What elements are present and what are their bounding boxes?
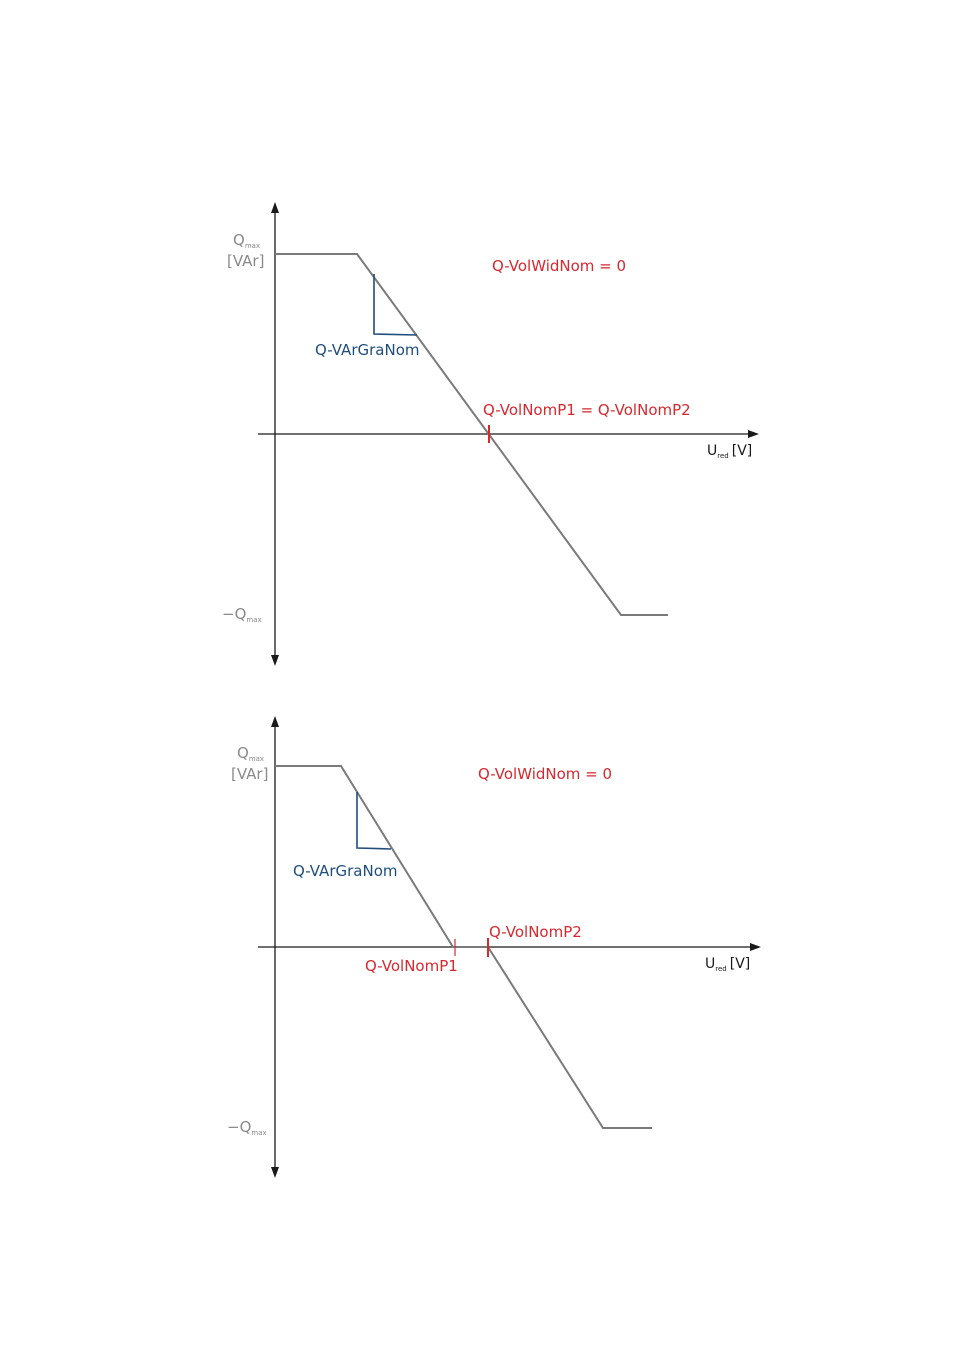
bottom-x-axis-arrow	[750, 943, 761, 951]
top-width-label: Q-VolWidNom = 0	[492, 257, 626, 275]
bottom-x-unit-label: Ured [V]	[705, 956, 750, 973]
diagram-top: Qmax [VAr] −Qmax Ured [V] Q-VolWidNom = 0…	[222, 202, 759, 666]
bottom-y-unit-label: [VAr]	[231, 765, 268, 783]
top-gradient-triangle	[373, 274, 418, 336]
bottom-neg-q-max-label: −Qmax	[227, 1118, 267, 1137]
top-x-unit-label: Ured [V]	[707, 443, 752, 460]
bottom-p1-label: Q-VolNomP1	[365, 957, 458, 975]
top-neg-q-max-label: −Qmax	[222, 605, 262, 624]
top-y-unit-label: [VAr]	[227, 252, 264, 270]
top-y-axis-arrow-up	[271, 202, 279, 213]
top-nominal-label: Q-VolNomP1 = Q-VolNomP2	[483, 401, 691, 419]
bottom-gradient-triangle	[356, 792, 392, 850]
diagram-bottom: Qmax [VAr] −Qmax Ured [V] Q-VolWidNom = 0…	[227, 716, 761, 1178]
bottom-width-label: Q-VolWidNom = 0	[478, 765, 612, 783]
bottom-characteristic-curve	[275, 765, 652, 1129]
bottom-y-axis-arrow-up	[271, 716, 279, 727]
bottom-y-axis-arrow-down	[271, 1167, 279, 1178]
top-q-max-label: Qmax	[233, 231, 260, 250]
top-x-axis-arrow	[748, 430, 759, 438]
bottom-gradient-label: Q-VArGraNom	[293, 862, 397, 880]
top-y-axis-arrow-down	[271, 655, 279, 666]
top-gradient-label: Q-VArGraNom	[315, 341, 419, 359]
bottom-p2-label: Q-VolNomP2	[489, 923, 582, 941]
bottom-q-max-label: Qmax	[237, 744, 264, 763]
